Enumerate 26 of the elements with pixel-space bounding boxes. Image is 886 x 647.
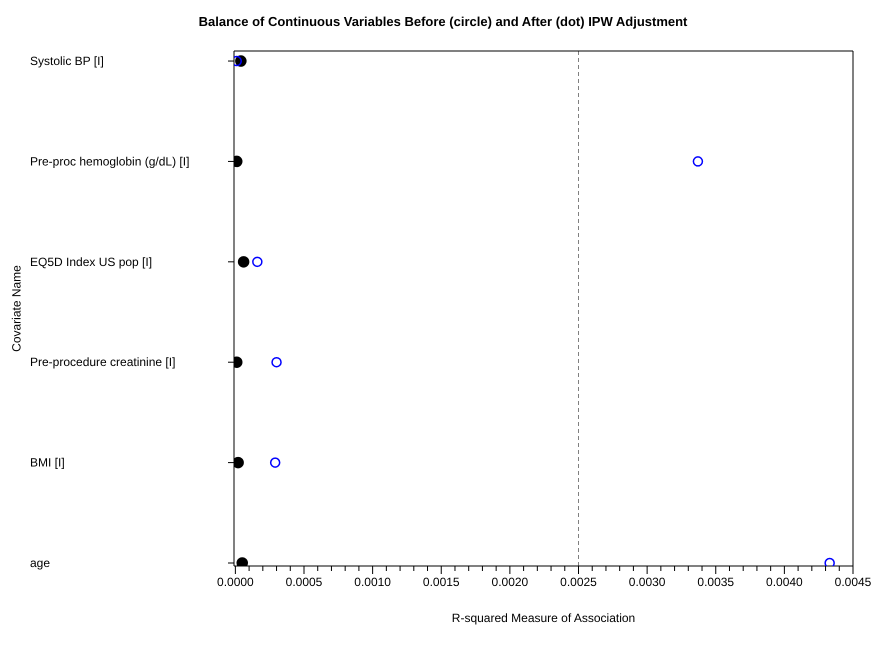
- x-tick-label: 0.0045: [834, 575, 872, 589]
- point: [238, 256, 250, 268]
- point: [270, 457, 280, 468]
- x-tick-label: 0.0005: [286, 575, 323, 589]
- point: [234, 56, 242, 66]
- x-tick-label: 0.0040: [766, 575, 804, 589]
- y-tick-label: Pre-procedure creatinine [I]: [30, 355, 176, 370]
- y-tick-label: Systolic BP [I]: [30, 54, 104, 68]
- x-tick-label: 0.0030: [628, 575, 666, 589]
- y-axis-title: Covariate Name: [9, 264, 24, 352]
- x-tick-label: 0.0015: [422, 575, 460, 589]
- chart-title: Balance of Continuous Variables Before (circle) and After (dot) IPW Adjustment: [198, 13, 688, 31]
- y-tick-label: Pre-proc hemoglobin (g/dL) [I]: [30, 154, 190, 168]
- x-tick-label: 0.0000: [217, 575, 254, 589]
- x-tick-label: 0.0010: [354, 575, 392, 589]
- point: [234, 456, 244, 468]
- x-tick-label: 0.0025: [560, 575, 598, 589]
- point: [692, 156, 704, 167]
- y-tick-label: age: [30, 556, 50, 570]
- y-tick-label: EQ5D Index US pop [I]: [30, 254, 152, 269]
- x-tick-label: 0.0035: [697, 575, 734, 589]
- x-axis-title: R-squared Measure of Association: [452, 611, 636, 625]
- point: [271, 356, 282, 368]
- y-tick-label: BMI [I]: [30, 456, 65, 470]
- x-tick-label: 0.0020: [492, 575, 529, 589]
- point: [252, 256, 263, 268]
